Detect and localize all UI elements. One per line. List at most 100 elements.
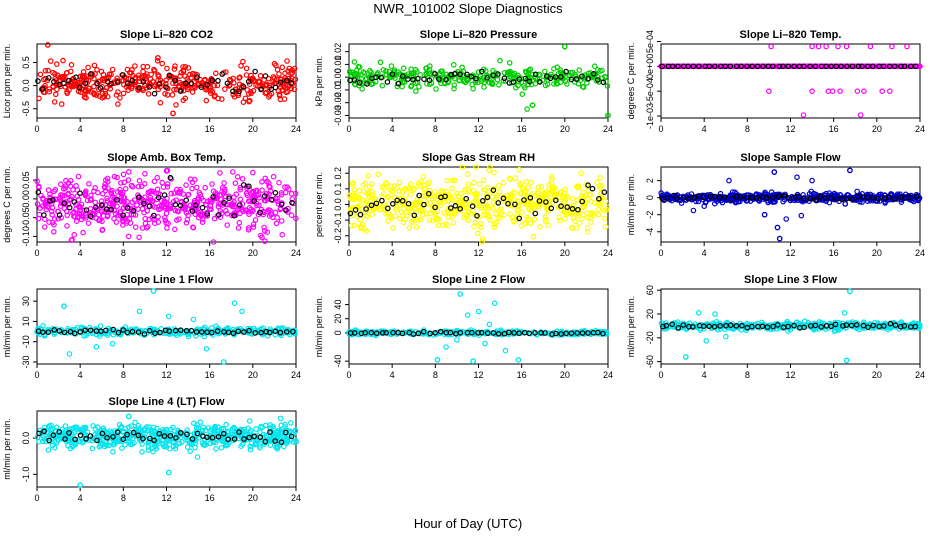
data-point — [262, 175, 269, 182]
mean-point — [40, 329, 46, 336]
data-point — [109, 66, 116, 73]
data-point — [426, 210, 433, 217]
data-point — [420, 173, 427, 180]
data-point — [168, 190, 175, 197]
data-point — [383, 68, 389, 74]
data-point — [52, 71, 58, 77]
y-tick-label: 0 — [645, 195, 655, 200]
data-point — [585, 214, 591, 220]
data-point — [136, 234, 142, 241]
data-point — [447, 193, 454, 199]
data-point — [257, 73, 264, 79]
data-point — [356, 82, 362, 89]
mean-point — [807, 63, 813, 70]
data-point — [75, 173, 82, 180]
x-axis: 0 4 8 12 16 20 24 — [658, 118, 925, 134]
mean-point — [41, 212, 47, 218]
mean-point — [786, 195, 793, 201]
mean-point — [451, 71, 458, 77]
data-point — [223, 207, 229, 214]
data-point — [461, 214, 467, 221]
data-point — [81, 77, 88, 84]
data-point — [68, 68, 74, 75]
data-point — [488, 203, 495, 210]
mean-point — [886, 194, 892, 200]
data-point — [237, 184, 244, 191]
mean-point — [140, 79, 147, 85]
data-point — [247, 89, 254, 95]
mean-point — [151, 212, 157, 219]
data-point — [132, 63, 138, 69]
data-point — [604, 204, 611, 211]
mean-point — [822, 195, 829, 201]
data-point — [243, 65, 250, 72]
data-point — [194, 72, 201, 78]
data-point — [369, 195, 376, 201]
data-point — [155, 86, 162, 93]
data-point — [599, 183, 605, 189]
data-point — [537, 224, 543, 230]
mean-point — [124, 329, 131, 336]
data-point — [235, 225, 242, 231]
mean-point — [437, 328, 444, 335]
data-point — [562, 215, 568, 222]
data-point — [587, 330, 594, 337]
panel-title: Slope Li–820 Pressure — [420, 29, 537, 41]
mean-point — [817, 193, 824, 200]
mean-point — [594, 329, 601, 336]
data-point — [220, 359, 227, 365]
data-point — [282, 70, 288, 77]
data-point — [521, 220, 528, 227]
panel-title: Slope Line 1 Flow — [120, 274, 213, 286]
mean-point — [522, 75, 529, 82]
y-tick-label: 0.0 — [21, 79, 31, 92]
data-point — [415, 180, 422, 187]
data-point — [886, 88, 893, 95]
panel-4: Slope Amb. Box Temp.degrees C per min.0 4… — [2, 152, 301, 258]
outlier-point — [454, 337, 460, 343]
data-point — [595, 206, 602, 213]
mean-point — [479, 198, 486, 204]
data-point — [180, 67, 187, 74]
data-point — [434, 356, 441, 363]
mean-point — [469, 203, 476, 210]
data-point — [278, 192, 285, 198]
mean-point — [495, 330, 502, 337]
data-point — [413, 88, 419, 95]
data-point — [177, 190, 183, 196]
x-tick-label: 8 — [745, 124, 750, 134]
outlier-point — [93, 343, 100, 350]
data-point — [393, 206, 400, 213]
mean-point — [395, 80, 402, 87]
y-axis-label: degrees C per min. — [2, 166, 12, 243]
mean-point — [542, 330, 548, 336]
x-axis: 0 4 8 12 16 20 24 — [34, 242, 301, 258]
x-tick-label: 4 — [78, 370, 83, 380]
data-point — [451, 177, 458, 184]
mean-point — [685, 195, 692, 202]
outlier-point — [502, 347, 509, 354]
data-point — [534, 190, 541, 197]
mean-point — [172, 201, 179, 208]
mean-point — [563, 68, 569, 75]
x-tick-label: 8 — [433, 248, 438, 258]
y-tick-label: 0.2 — [333, 167, 343, 180]
data-point — [569, 195, 576, 202]
mean-point — [204, 82, 211, 88]
data-point — [829, 88, 836, 95]
data-point — [102, 185, 108, 191]
data-point — [535, 184, 542, 191]
data-point — [576, 67, 583, 73]
data-point — [262, 422, 269, 429]
mean-point — [252, 68, 259, 75]
data-point — [843, 357, 850, 364]
data-point — [125, 177, 132, 183]
data-point — [270, 79, 276, 85]
data-point — [363, 228, 370, 234]
data-point — [449, 213, 456, 220]
data-point — [494, 192, 501, 199]
mean-point — [532, 71, 539, 78]
data-point — [117, 95, 123, 101]
data-point — [512, 84, 519, 91]
data-point — [575, 81, 582, 87]
